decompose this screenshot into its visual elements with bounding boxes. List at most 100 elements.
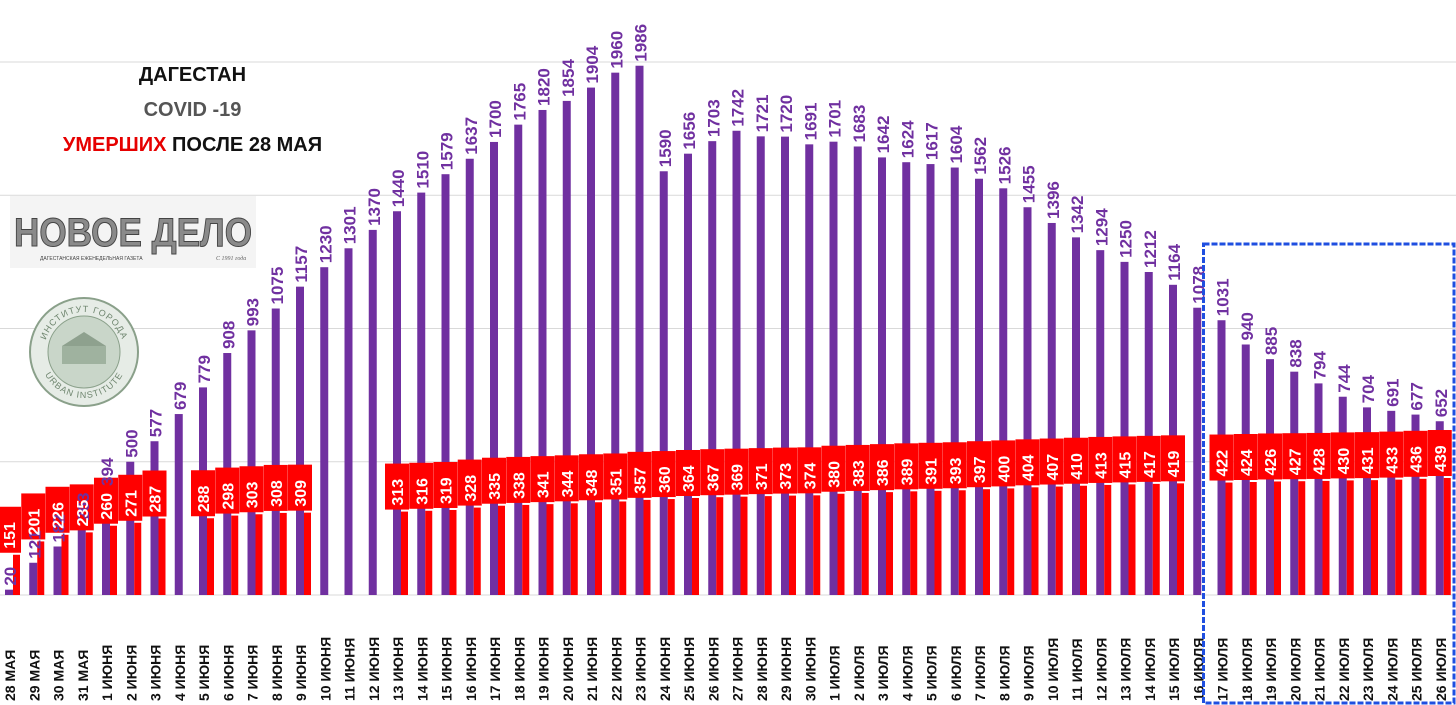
total-bar [490, 141, 498, 595]
deaths-label: 313 [390, 479, 407, 506]
x-tick-label: 26 ИЮЛЯ [1433, 638, 1449, 701]
total-bar [1387, 410, 1396, 595]
total-label: 1075 [268, 267, 287, 305]
deaths-label: 430 [1336, 448, 1353, 475]
deaths-label: 413 [1093, 452, 1110, 479]
deaths-bar [716, 497, 724, 595]
deaths-bar [207, 518, 214, 595]
x-tick-label: 5 ИЮЛЯ [924, 645, 940, 701]
x-tick-label: 10 ИЮЛЯ [1045, 638, 1061, 701]
x-tick-label: 27 ИЮНЯ [730, 637, 746, 701]
x-tick-label: 14 ИЮЛЯ [1142, 638, 1158, 701]
deaths-label: 341 [536, 471, 553, 498]
x-tick-label: 24 ИЮНЯ [657, 637, 673, 701]
deaths-label: 404 [1021, 455, 1038, 482]
total-label: 1624 [898, 120, 917, 158]
deaths-bar [1322, 480, 1330, 595]
deaths-bar [837, 493, 845, 595]
total-bar [441, 174, 450, 595]
total-bar [1435, 421, 1444, 595]
x-tick-label: 6 ИЮНЯ [220, 645, 236, 701]
deaths-label-box [894, 443, 919, 490]
deaths-label-box [45, 486, 70, 533]
total-bar [1290, 371, 1299, 595]
total-label: 500 [122, 429, 141, 457]
deaths-label-box [797, 447, 822, 494]
urban-institute-seal: ИНСТИТУТ ГОРОДА URBAN INSTITUTE [29, 297, 139, 407]
x-tick-label: 7 ИЮЛЯ [972, 645, 988, 701]
deaths-label-box [579, 454, 603, 501]
total-label: 1656 [680, 112, 699, 150]
x-tick-label: 28 ИЮНЯ [754, 637, 770, 701]
deaths-label-box [845, 444, 870, 491]
chart-heading: ДАГЕСТАН COVID -19 УМЕРШИХ ПОСЛЕ 28 МАЯ [20, 58, 365, 163]
x-tick-label: 4 ИЮЛЯ [899, 645, 915, 701]
deaths-label-box [530, 456, 555, 503]
deaths-label: 391 [924, 458, 941, 485]
total-label: 1700 [486, 100, 505, 138]
total-labels: 20 121 182 263 394 500 577 679 779 908 993 1075 1157… [1, 24, 1451, 586]
deaths-bar [449, 509, 457, 595]
total-bar [659, 171, 668, 595]
total-bar [732, 130, 741, 595]
total-bar [562, 100, 571, 595]
deaths-bar [1152, 483, 1160, 595]
total-label: 908 [219, 321, 238, 349]
deaths-label-box [967, 441, 991, 488]
total-label: 691 [1383, 378, 1402, 406]
deaths-label: 287 [148, 486, 165, 513]
deaths-bar [1225, 482, 1233, 595]
total-label: 1562 [971, 137, 990, 175]
total-bar [1120, 261, 1129, 595]
deaths-label: 371 [754, 463, 771, 490]
x-tick-label: 8 ИЮЛЯ [996, 645, 1012, 701]
deaths-label: 151 [2, 522, 19, 549]
total-label: 121 [25, 530, 44, 558]
x-tick-label: 29 МАЯ [26, 650, 42, 701]
total-label: 1579 [438, 132, 457, 170]
x-tick-label: 12 ИЮНЯ [366, 637, 382, 701]
deaths-label-box [1161, 435, 1185, 482]
total-label: 704 [1359, 374, 1378, 403]
deaths-label-box [239, 466, 264, 513]
deaths-bar [304, 512, 311, 595]
deaths-label: 422 [1215, 450, 1232, 477]
deaths-label-box [1330, 432, 1355, 479]
total-label: 1590 [656, 129, 675, 167]
total-label: 1250 [1117, 220, 1136, 258]
total-bar [805, 144, 814, 595]
deaths-label-box [821, 445, 846, 492]
total-label: 838 [1286, 339, 1305, 367]
deaths-label-box [1258, 433, 1282, 480]
x-tick-label: 17 ИЮЛЯ [1215, 638, 1231, 701]
total-label: 1721 [753, 95, 772, 133]
total-label: 677 [1408, 382, 1427, 410]
deaths-label: 373 [778, 463, 795, 490]
deaths-label-box [1136, 435, 1161, 482]
deaths-label-box [773, 447, 797, 494]
deaths-bar [789, 495, 796, 595]
total-label: 1212 [1141, 230, 1160, 268]
deaths-label: 428 [1312, 448, 1329, 475]
deaths-label: 335 [487, 473, 504, 500]
total-label: 1510 [413, 151, 432, 189]
total-bar [1047, 222, 1056, 595]
total-bar [999, 188, 1008, 596]
total-bar [1314, 383, 1323, 595]
deaths-bar [13, 554, 20, 595]
deaths-label-box [1088, 436, 1113, 483]
total-bar [1338, 396, 1347, 595]
total-bar [926, 164, 935, 595]
x-tick-label: 31 МАЯ [75, 650, 91, 701]
x-tick-label: 18 ИЮЛЯ [1239, 638, 1255, 701]
total-bar [611, 72, 620, 595]
deaths-bar [473, 507, 481, 595]
total-bar [853, 146, 862, 595]
total-label: 263 [74, 493, 93, 521]
deaths-label: 338 [511, 472, 528, 499]
deaths-bar [1128, 484, 1136, 595]
total-label: 1604 [947, 125, 966, 163]
deaths-bar [1177, 483, 1184, 595]
x-tick-label: 11 ИЮНЯ [342, 638, 358, 701]
deaths-label-box [724, 448, 749, 495]
